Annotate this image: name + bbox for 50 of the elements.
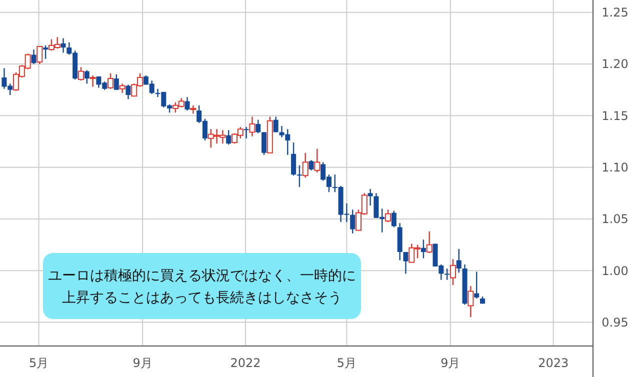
candlestick	[60, 38, 66, 54]
candlestick	[403, 251, 408, 274]
candlestick	[450, 258, 456, 286]
y-tick-label: 1.00	[602, 264, 628, 278]
y-tick-label: 1.20	[602, 57, 628, 72]
candlestick	[385, 209, 392, 223]
candlestick	[36, 46, 43, 65]
candlestick	[119, 83, 126, 94]
x-tick-label: 9月	[440, 356, 460, 370]
candlestick	[244, 126, 249, 139]
candlestick	[226, 130, 232, 146]
candlestick	[262, 132, 267, 156]
y-tick-label: 1.05	[602, 212, 628, 226]
candlestick	[426, 230, 432, 254]
candlestick	[391, 210, 396, 228]
candlestick	[90, 74, 96, 88]
x-tick-label: 5月	[336, 356, 357, 370]
y-tick-label: 1.10	[602, 160, 628, 175]
candlestick	[308, 159, 314, 172]
candlestick	[31, 48, 36, 65]
candlestick	[256, 119, 261, 134]
candlestick	[456, 248, 462, 274]
candlestick	[273, 116, 278, 133]
y-tick-label: 0.95	[602, 315, 628, 330]
candlestick	[114, 74, 119, 90]
candlestick	[78, 66, 84, 82]
candlestick	[291, 142, 296, 176]
candlestick	[314, 148, 320, 174]
x-tick-label: 2023	[538, 356, 569, 370]
y-tick-label: 1.15	[602, 108, 628, 123]
candlestick	[84, 70, 90, 84]
candlestick	[108, 72, 114, 90]
candlestick	[444, 268, 450, 280]
candlestick	[190, 104, 196, 114]
annotation: ユーロは積極的に買える状況ではなく、一時的に上昇することはあっても長続きはしなさそう	[48, 268, 356, 306]
candlestick	[43, 44, 48, 60]
x-tick-label: 9月	[132, 356, 152, 370]
candlestick	[368, 188, 373, 206]
candlestick	[126, 84, 131, 100]
y-tick-label: 1.25	[602, 6, 628, 20]
candlestick	[468, 285, 474, 318]
x-tick-label: 5月	[28, 356, 49, 370]
candlestick	[302, 152, 308, 178]
candlestick	[184, 96, 190, 112]
x-tick-label: 2022	[230, 356, 261, 370]
candlestick	[296, 164, 302, 188]
candlestick	[420, 239, 426, 259]
candlestick	[474, 271, 480, 300]
candlestick	[249, 116, 256, 137]
candlestick	[350, 209, 356, 234]
